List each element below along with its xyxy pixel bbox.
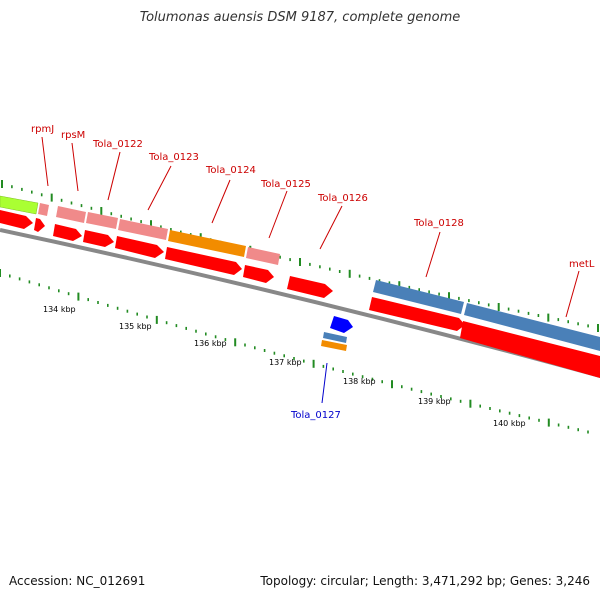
genome-backbone <box>0 228 600 378</box>
feature-metL[interactable] <box>464 303 600 351</box>
cds-arrow[interactable] <box>115 236 164 258</box>
leader-line-Tola_0126 <box>319 205 343 250</box>
feature-Tola_0122[interactable] <box>86 212 118 229</box>
cds-arrow[interactable] <box>0 210 33 229</box>
leader-line-Tola_0127 <box>321 362 328 404</box>
gene-label-Tola_0122: Tola_0122 <box>92 139 143 150</box>
feature-Tola_0127-blue[interactable] <box>323 332 347 343</box>
leader-line-Tola_0125 <box>268 190 288 239</box>
inner-tick-track <box>0 269 589 434</box>
scale-label-139kbp: 139 kbp <box>418 397 451 406</box>
feature-Tola_0125[interactable] <box>246 247 280 265</box>
gene-label-Tola_0128: Tola_0128 <box>413 218 464 229</box>
gene-labels: rpmJ rpsM Tola_0122 Tola_0123 Tola_0124 … <box>31 124 595 421</box>
leader-line-rpmJ <box>41 136 49 187</box>
feature-row-upper <box>0 195 600 351</box>
gene-label-Tola_0124: Tola_0124 <box>205 165 256 176</box>
leader-line-Tola_0128 <box>425 231 441 278</box>
gene-label-rpsM: rpsM <box>61 130 85 141</box>
outer-tick-track <box>1 180 599 332</box>
scale-label-137kbp: 137 kbp <box>269 358 302 367</box>
gene-label-rpmJ: rpmJ <box>31 124 54 135</box>
cds-arrow[interactable] <box>287 276 333 298</box>
scale-label-136kbp: 136 kbp <box>194 339 227 348</box>
scale-label-134kbp: 134 kbp <box>43 305 76 314</box>
leader-line-Tola_0124 <box>211 179 231 224</box>
cds-arrow[interactable] <box>83 230 114 247</box>
leader-line-Tola_0122 <box>107 151 121 201</box>
scale-label-138kbp: 138 kbp <box>343 377 376 386</box>
reverse-features <box>321 316 353 351</box>
gene-label-Tola_0125: Tola_0125 <box>260 179 311 190</box>
gene-label-Tola_0123: Tola_0123 <box>148 152 199 163</box>
feature-rpsM[interactable] <box>56 206 86 223</box>
feature-rpmJ[interactable] <box>38 203 49 216</box>
feature-Tola_0124[interactable] <box>168 230 246 257</box>
gene-label-metL: metL <box>569 259 595 270</box>
feature-Tola_0123[interactable] <box>118 219 168 240</box>
leader-line-rpsM <box>71 142 79 192</box>
leader-line-metL <box>565 270 580 318</box>
cds-row-lower <box>0 210 600 378</box>
cds-arrow[interactable] <box>460 321 600 378</box>
cds-arrow[interactable] <box>53 224 82 241</box>
cds-arrow[interactable] <box>243 265 274 283</box>
accession-text: Accession: NC_012691 <box>9 574 146 588</box>
feature-lime[interactable] <box>0 195 39 215</box>
genome-summary-text: Topology: circular; Length: 3,471,292 bp… <box>260 574 590 588</box>
scale-label-140kbp: 140 kbp <box>493 419 526 428</box>
feature-Tola_0127-orange[interactable] <box>321 340 347 351</box>
feature-blue-arrow[interactable] <box>330 316 353 333</box>
cds-arrow[interactable] <box>34 218 45 232</box>
cds-arrow[interactable] <box>369 297 465 331</box>
gene-label-Tola_0126: Tola_0126 <box>317 193 368 204</box>
leader-lines <box>41 136 580 404</box>
feature-Tola_0128[interactable] <box>373 280 464 314</box>
page-title: Tolumonas auensis DSM 9187, complete gen… <box>139 10 461 25</box>
scale-label-135kbp: 135 kbp <box>119 322 152 331</box>
scale-labels: 134 kbp 135 kbp 136 kbp 137 kbp 138 kbp … <box>43 305 526 428</box>
leader-line-Tola_0123 <box>147 165 172 211</box>
gene-label-Tola_0127: Tola_0127 <box>290 410 341 421</box>
cds-arrow[interactable] <box>165 247 242 275</box>
